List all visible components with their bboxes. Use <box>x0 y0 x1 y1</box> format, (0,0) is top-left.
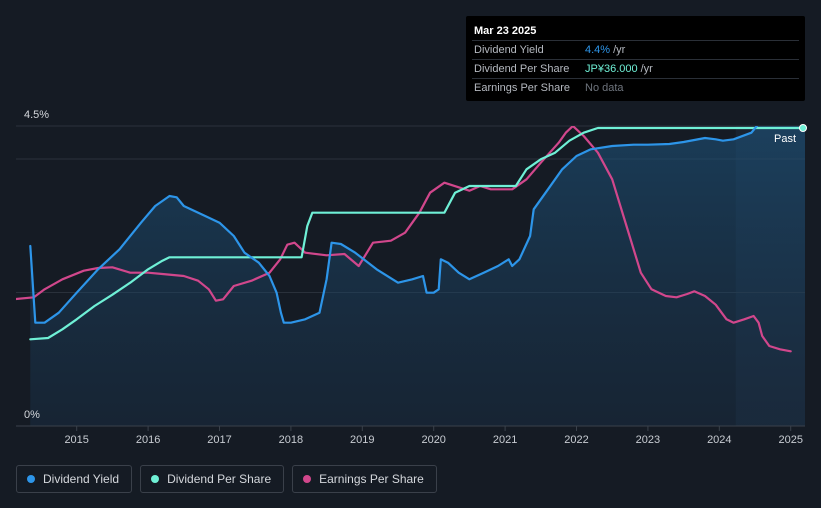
x-tick-label: 2016 <box>136 434 160 446</box>
current-dps-marker <box>799 124 807 132</box>
tooltip-panel: Mar 23 2025 Dividend Yield 4.4% /yr Divi… <box>466 16 805 101</box>
x-tick-label: 2017 <box>207 434 231 446</box>
legend-dividend-yield[interactable]: Dividend Yield <box>16 465 133 493</box>
x-tick-label: 2021 <box>493 434 517 446</box>
legend-earnings-per-share[interactable]: Earnings Per Share <box>292 465 437 493</box>
tooltip-row-earnings-per-share: Earnings Per Share No data <box>472 78 799 97</box>
dividend-yield-area <box>30 126 805 426</box>
x-tick-label: 2022 <box>564 434 588 446</box>
x-axis-ticks: 2015 2016 2017 2018 2019 2020 2021 2022 2023 2024… <box>64 426 803 446</box>
tooltip-value: JP¥36.000 <box>585 63 638 75</box>
x-tick-label: 2019 <box>350 434 374 446</box>
x-tick-label: 2020 <box>421 434 445 446</box>
past-label: Past <box>774 133 796 145</box>
x-tick-label: 2023 <box>636 434 660 446</box>
legend: Dividend Yield Dividend Per Share Earnin… <box>16 465 437 495</box>
x-tick-label: 2025 <box>778 434 802 446</box>
dividend-per-share-dot-icon <box>151 475 160 483</box>
tooltip-row-dividend-yield: Dividend Yield 4.4% /yr <box>472 40 799 59</box>
legend-label: Earnings Per Share <box>319 472 424 486</box>
tooltip-value: 4.4% <box>585 44 611 56</box>
tooltip-unit: /yr <box>613 44 626 56</box>
tooltip-value: No data <box>585 82 624 94</box>
earnings-per-share-line <box>16 126 792 353</box>
tooltip-date: Mar 23 2025 <box>474 25 537 37</box>
y-tick-label: 4.5% <box>24 109 49 121</box>
tooltip-label: Dividend Yield <box>474 44 544 56</box>
y-axis-labels: 4.5% 0% <box>24 109 49 421</box>
dividend-per-share-line <box>29 126 805 341</box>
tooltip-label: Earnings Per Share <box>474 82 570 94</box>
x-tick-label: 2018 <box>279 434 303 446</box>
tooltip-label: Dividend Per Share <box>474 63 570 75</box>
earnings-per-share-dot-icon <box>303 475 312 483</box>
dividend-yield-line <box>29 126 759 324</box>
legend-label: Dividend Per Share <box>167 472 272 486</box>
legend-dividend-per-share[interactable]: Dividend Per Share <box>140 465 285 493</box>
dividend-yield-dot-icon <box>27 475 35 483</box>
y-tick-label: 0% <box>24 409 40 421</box>
x-tick-label: 2015 <box>64 434 88 446</box>
tooltip-unit: /yr <box>640 63 653 75</box>
x-tick-label: 2024 <box>707 434 731 446</box>
legend-label: Dividend Yield <box>43 472 120 486</box>
tooltip-row-dividend-per-share: Dividend Per Share JP¥36.000 /yr <box>472 59 799 78</box>
